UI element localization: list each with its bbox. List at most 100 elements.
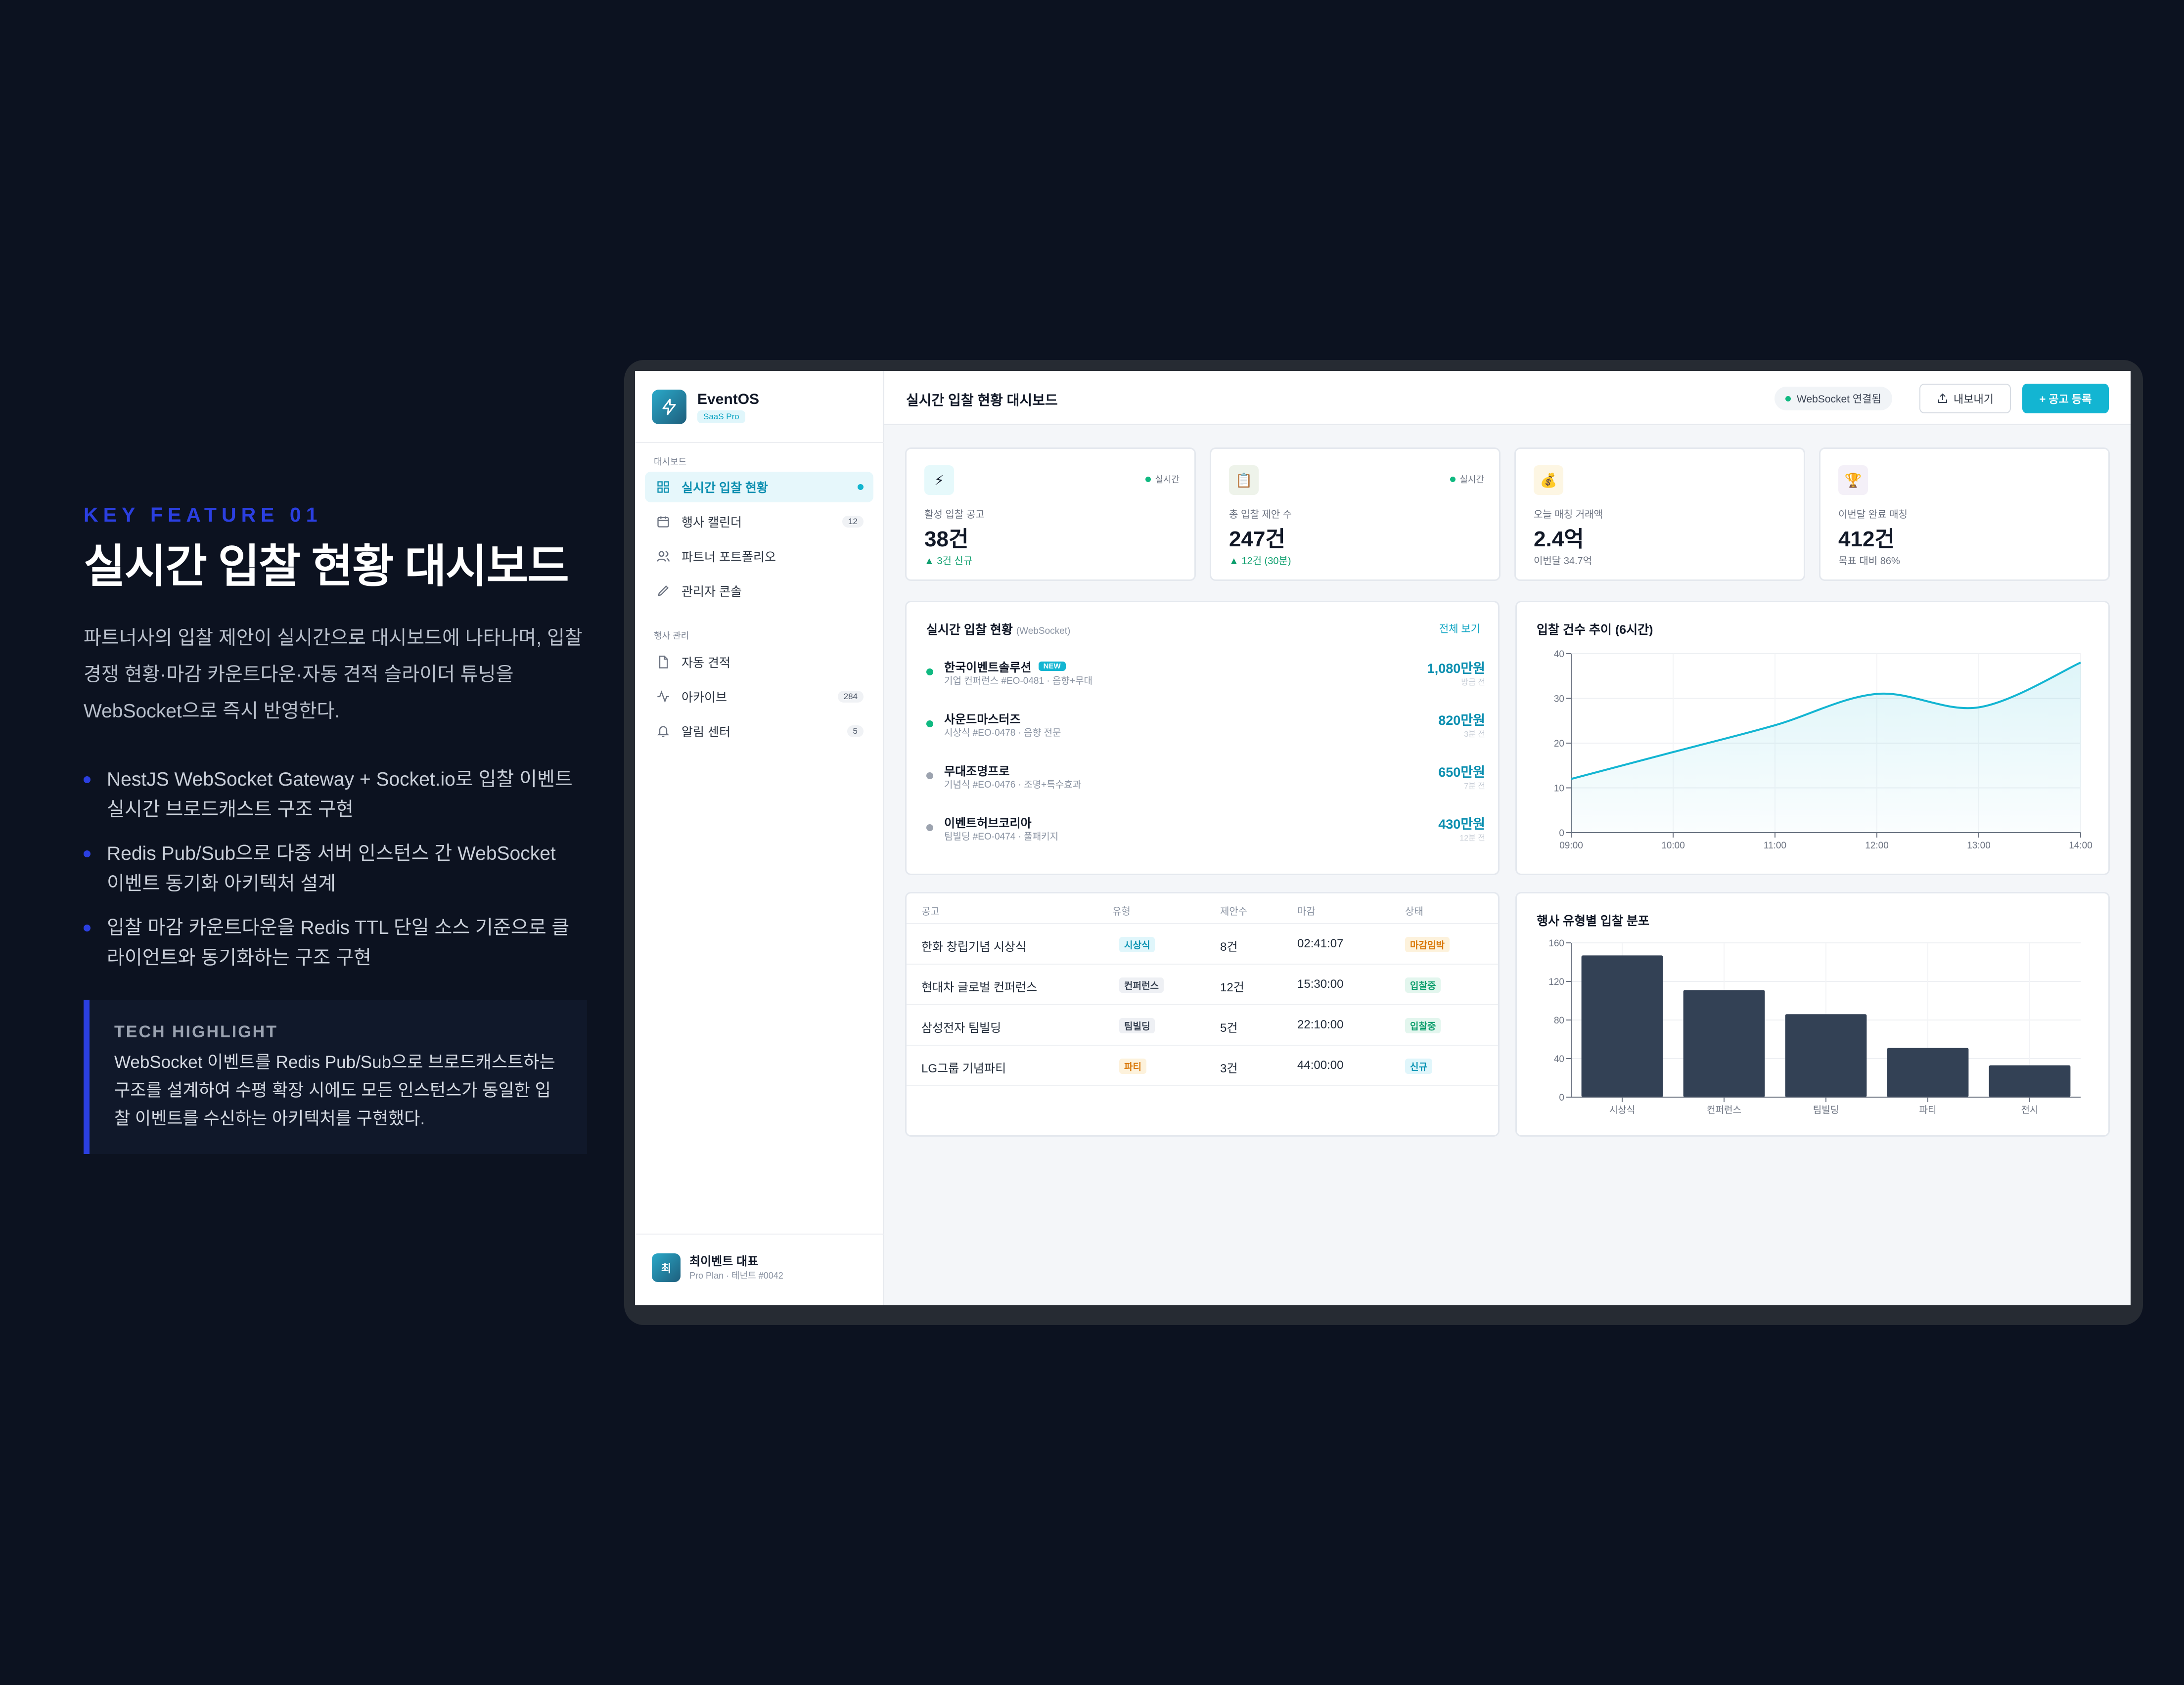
bid-partner: 한국이벤트솔루션: [944, 661, 1032, 674]
bid-partner: 이벤트허브코리아: [944, 817, 1032, 830]
bid-amount: 820만원: [1438, 713, 1485, 728]
y-tick-label: 20: [1554, 739, 1564, 749]
feature-bullet: Redis Pub/Sub으로 다중 서버 인스턴스 간 WebSocket 이…: [84, 839, 578, 899]
x-tick-label: 시상식: [1609, 1105, 1635, 1115]
plan-badge: SaaS Pro: [697, 410, 745, 423]
bid-time: 7분 전: [1464, 782, 1485, 791]
sidebar-item-label: 파트너 포트폴리오: [682, 550, 776, 564]
bid-partner: 사운드마스터즈: [944, 713, 1021, 726]
x-tick-label: 13:00: [1967, 841, 1991, 851]
lightning-logo-icon: [652, 390, 686, 424]
active-indicator: [858, 484, 864, 490]
sidebar-item-label: 실시간 입찰 현황: [682, 481, 768, 495]
bar: [1785, 1014, 1867, 1097]
tech-highlight-text: WebSocket 이벤트를 Redis Pub/Sub으로 브로드캐스트하는 …: [114, 1053, 555, 1128]
sidebar-item-notifications[interactable]: 알림 센터 5: [645, 716, 873, 747]
y-tick-label: 40: [1554, 649, 1564, 660]
bid-time: 방금 전: [1461, 678, 1485, 687]
table-header: 공고: [921, 906, 940, 917]
status-dot-icon: [926, 824, 933, 831]
y-tick-label: 30: [1554, 694, 1564, 705]
y-tick-label: 0: [1559, 828, 1564, 839]
live-indicator: 실시간: [1145, 473, 1180, 486]
bar: [1887, 1048, 1969, 1097]
header: 실시간 입찰 현황 대시보드 WebSocket 연결됨 내보내기 + 공고 등…: [884, 371, 2131, 425]
feature-kicker: KEY FEATURE 01: [84, 503, 322, 526]
status-badge: 신규: [1405, 1059, 1432, 1074]
table-cell-name: 한화 창립기념 시상식: [921, 940, 1027, 954]
bid-item[interactable]: 사운드마스터즈 시상식 #EO-0478 · 음향 전문 820만원 3분 전: [926, 709, 1485, 754]
status-dot-icon: [926, 668, 933, 675]
export-button[interactable]: 내보내기: [1919, 384, 2011, 413]
bid-amount: 650만원: [1438, 765, 1485, 780]
brand[interactable]: EventOS SaaS Pro: [652, 390, 759, 424]
count-badge: 284: [837, 691, 864, 703]
stat-value: 247건: [1229, 527, 1285, 551]
divider: [635, 1234, 884, 1235]
users-icon: [656, 549, 671, 564]
live-bids-title: 실시간 입찰 현황 (WebSocket): [926, 620, 1070, 638]
x-tick-label: 14:00: [2069, 841, 2093, 851]
status-dot-icon: [1145, 476, 1151, 482]
bar: [1683, 990, 1765, 1097]
stat-delta: ▲ 12건 (30분): [1229, 556, 1291, 567]
table-cell-name: 삼성전자 팀빌딩: [921, 1021, 1001, 1035]
sidebar-item-admin[interactable]: 관리자 콘솔: [645, 576, 873, 606]
table-cell-count: 8건: [1220, 940, 1238, 954]
bid-desc: 팀빌딩 #EO-0474 · 풀패키지: [944, 832, 1059, 842]
live-label: 실시간: [1459, 475, 1484, 485]
status-dot-icon: [1450, 476, 1456, 482]
feature-title: 실시간 입찰 현황 대시보드: [84, 541, 569, 592]
bid-amount: 1,080만원: [1427, 661, 1485, 676]
line-chart: 0 10 20 30 40 09:00 10:00 11:00 12:00 13:00 14:00: [1554, 649, 2093, 851]
bid-item[interactable]: 이벤트허브코리아 팀빌딩 #EO-0474 · 풀패키지 430만원 12분 전: [926, 813, 1485, 858]
feature-bullet: NestJS WebSocket Gateway + Socket.io로 입찰…: [84, 764, 578, 825]
sidebar-item-partners[interactable]: 파트너 포트폴리오: [645, 541, 873, 572]
count-badge: 12: [842, 516, 864, 528]
x-tick-label: 팀빌딩: [1813, 1105, 1839, 1115]
lightning-icon: ⚡: [924, 465, 954, 495]
x-tick-label: 전시: [2021, 1105, 2039, 1115]
stat-value: 38건: [924, 527, 969, 551]
sidebar-item-archive[interactable]: 아카이브 284: [645, 681, 873, 712]
bid-partner: 무대조명프로: [944, 765, 1010, 778]
stat-card: 📋 실시간 총 입찰 제안 수 247건 ▲ 12건 (30분): [1210, 447, 1501, 581]
stat-label: 오늘 매칭 거래액: [1534, 509, 1603, 520]
series-line: [1571, 662, 2081, 780]
activity-icon: [656, 689, 671, 704]
websocket-status-text: WebSocket 연결됨: [1797, 394, 1881, 405]
new-notice-button[interactable]: + 공고 등록: [2022, 384, 2109, 413]
x-tick-label: 10:00: [1661, 841, 1685, 851]
sidebar-item-calendar[interactable]: 행사 캘린더 12: [645, 506, 873, 537]
table-cell-name: 현대차 글로벌 컨퍼런스: [921, 981, 1038, 994]
sidebar-item-live-bids[interactable]: 실시간 입찰 현황: [645, 472, 873, 502]
stat-sub: 이번달 34.7억: [1534, 556, 1592, 567]
table-cell-deadline: 02:41:07: [1297, 937, 1344, 950]
status-badge: 입찰중: [1405, 977, 1441, 993]
bell-icon: [656, 724, 671, 739]
live-bids-card: 실시간 입찰 현황 (WebSocket) 전체 보기 한국이벤트솔루션 NEW …: [905, 601, 1500, 875]
bar-chart: 0 40 80 120 160 시상식 컨퍼런스 팀빌딩 파티 전시: [1548, 938, 2081, 1115]
sidebar-item-auto-quote[interactable]: 자동 견적: [645, 647, 873, 677]
table-cell-deadline: 44:00:00: [1297, 1059, 1344, 1072]
stat-card: ⚡ 실시간 활성 입찰 공고 38건 ▲ 3건 신규: [905, 447, 1196, 581]
user-plan: Pro Plan · 테넌트 #0042: [689, 1271, 783, 1281]
table-cell-name: LG그룹 기념파티: [921, 1062, 1006, 1075]
nav-section-dashboard: 대시보드: [654, 457, 687, 467]
user-profile[interactable]: 최 최이벤트 대표 Pro Plan · 테넌트 #0042: [652, 1253, 783, 1282]
bid-item[interactable]: 한국이벤트솔루션 NEW 기업 컨퍼런스 #EO-0481 · 음향+무대 1,0…: [926, 658, 1485, 702]
page-title: 실시간 입찰 현황 대시보드: [906, 393, 1058, 408]
file-icon: [656, 655, 671, 669]
see-all-link[interactable]: 전체 보기: [1439, 623, 1480, 635]
bar-chart-title: 행사 유형별 입찰 분포: [1537, 914, 1649, 928]
divider: [907, 964, 1498, 965]
feature-panel: KEY FEATURE 01 실시간 입찰 현황 대시보드 파트너사의 입찰 제…: [84, 502, 588, 1154]
live-bids-title-sub: (WebSocket): [1016, 626, 1071, 636]
line-chart-card: 입찰 건수 추이 (6시간) 0 10 20 30 40 09:00 10:00 11:00 1…: [1515, 601, 2110, 875]
notices-table: 공고 유형 제안수 마감 상태 한화 창립기념 시상식 시상식 8건 02:41…: [905, 892, 1500, 1137]
table-cell-count: 5건: [1220, 1021, 1238, 1035]
bid-item[interactable]: 무대조명프로 기념식 #EO-0476 · 조명+특수효과 650만원 7분 전: [926, 761, 1485, 806]
money-bag-icon: 💰: [1534, 465, 1563, 495]
sidebar-item-label: 자동 견적: [682, 656, 730, 670]
live-bids-title-text: 실시간 입찰 현황: [926, 623, 1013, 637]
